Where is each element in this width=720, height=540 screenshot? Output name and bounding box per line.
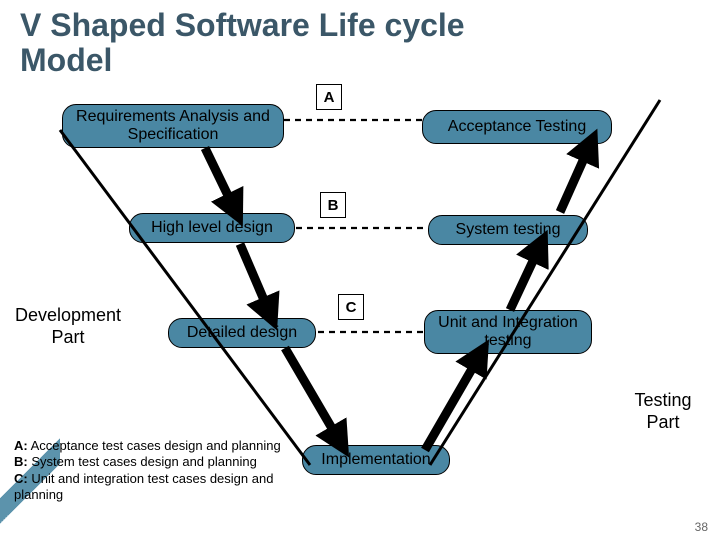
box-label: Unit and Integration testing xyxy=(433,314,583,350)
marker-a: A xyxy=(316,84,342,110)
box-system-testing: System testing xyxy=(428,215,588,245)
legend: A: Acceptance test cases design and plan… xyxy=(14,438,284,503)
box-requirements: Requirements Analysis and Specification xyxy=(62,104,284,148)
box-label: System testing xyxy=(456,221,561,239)
page-title: V Shaped Software Life cycle Model xyxy=(20,8,540,78)
box-detailed-design: Detailed design xyxy=(168,318,316,348)
box-label: Implementation xyxy=(321,451,430,469)
marker-c: C xyxy=(338,294,364,320)
box-label: Acceptance Testing xyxy=(448,118,586,136)
marker-label: B xyxy=(328,197,339,214)
box-label: Detailed design xyxy=(187,324,297,342)
marker-label: C xyxy=(346,299,357,316)
box-label: High level design xyxy=(151,219,273,237)
label-development-part: Development Part xyxy=(8,305,128,348)
marker-label: A xyxy=(324,89,335,106)
box-label: Requirements Analysis and Specification xyxy=(71,108,275,144)
box-implementation: Implementation xyxy=(302,445,450,475)
marker-b: B xyxy=(320,192,346,218)
box-acceptance-testing: Acceptance Testing xyxy=(422,110,612,144)
page-number: 38 xyxy=(695,520,708,534)
box-unit-integration-testing: Unit and Integration testing xyxy=(424,310,592,354)
label-testing-part: Testing Part xyxy=(618,390,708,433)
box-high-level-design: High level design xyxy=(129,213,295,243)
